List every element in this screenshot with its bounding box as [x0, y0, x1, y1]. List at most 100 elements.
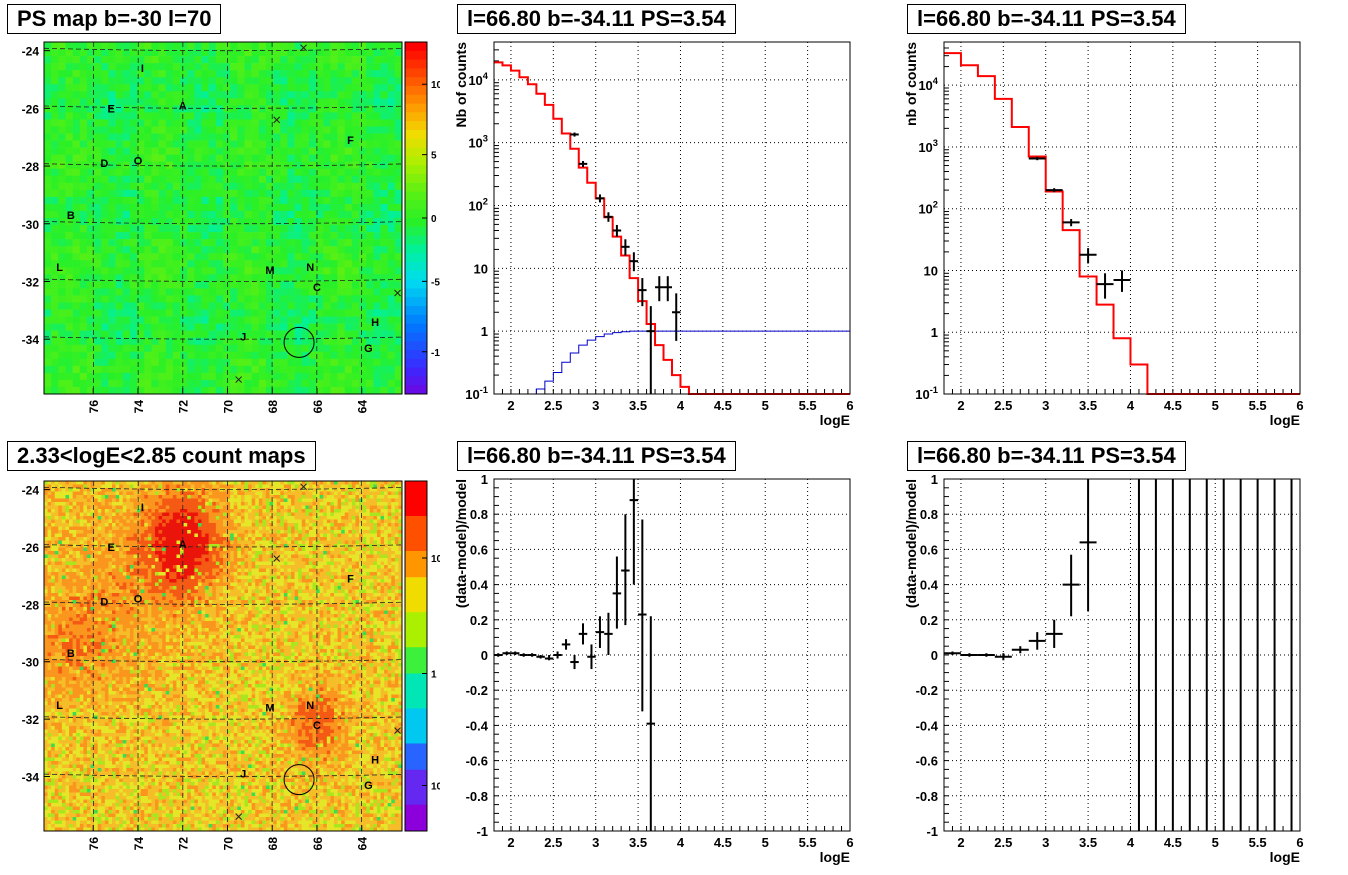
- x-tick-label: 2: [957, 835, 964, 850]
- colorbar-segment: [405, 787, 427, 797]
- x-marker: [394, 289, 401, 297]
- colorbar-tick-label: 0: [431, 214, 437, 225]
- colorbar-segment: [405, 200, 427, 210]
- colorbar-segment: [405, 778, 427, 788]
- map-grid-latitude: [43, 773, 403, 777]
- map-grid-latitude: [43, 163, 403, 167]
- colorbar-segment: [405, 594, 427, 604]
- x-tick-label: 5: [762, 398, 769, 413]
- colorbar-segment: [405, 656, 427, 666]
- y-tick-label: 0: [931, 648, 938, 663]
- colorbar-segment: [405, 769, 427, 779]
- colorbar-segment: [405, 507, 427, 517]
- source-label: J: [240, 331, 246, 343]
- colorbar-segment: [405, 341, 427, 351]
- colorbar-segment: [405, 647, 427, 657]
- source-label: F: [347, 135, 354, 147]
- colorbar-segment: [405, 279, 427, 289]
- source-label: A: [179, 100, 187, 112]
- map-grid-latitude: [43, 716, 403, 720]
- map-grid-latitude: [43, 336, 403, 340]
- map-grid-latitude: [43, 221, 403, 225]
- x-tick-label: 6: [846, 835, 853, 850]
- y-tick-label: -1: [476, 824, 488, 839]
- x-tick-label: 2.5: [544, 835, 562, 850]
- colorbar-segment: [405, 761, 427, 771]
- spectrum-a-chart: 2 2.5 3 3.5 4 4.5 5 5.5 6 10-1 1 10 102 103 104 logE Nb …: [453, 41, 854, 428]
- colorbar: [405, 481, 427, 832]
- colorbar-segment: [405, 489, 427, 499]
- colorbar-segment: [405, 533, 427, 543]
- x-tick-label: 70: [221, 837, 235, 851]
- x-tick-label: 2: [507, 835, 514, 850]
- y-tick-label: -26: [22, 541, 40, 555]
- colorbar-segment: [405, 726, 427, 736]
- candidate-circle: [283, 326, 315, 358]
- x-tick-label: 4: [1127, 835, 1135, 850]
- map-grid-latitude: [43, 659, 403, 663]
- x-tick-label: 76: [87, 837, 101, 851]
- y-tick-label: -1: [926, 824, 938, 839]
- map-grid-latitude: [43, 601, 403, 605]
- x-tick-label: 6: [846, 398, 853, 413]
- source-label: C: [313, 720, 321, 732]
- colorbar-tick-label: 5: [431, 151, 437, 162]
- y-tick-label: 0.4: [470, 578, 489, 593]
- x-tick-label: 2.5: [994, 835, 1012, 850]
- colorbar-segment: [405, 673, 427, 683]
- colorbar-segment: [405, 270, 427, 281]
- colorbar-segment: [405, 244, 427, 254]
- colorbar-segment: [405, 699, 427, 709]
- colorbar-segment: [405, 481, 427, 491]
- y-tick-label: -30: [22, 656, 40, 670]
- y-tick-label: 1: [931, 472, 938, 487]
- map-frame: [43, 480, 403, 832]
- colorbar-segment: [405, 621, 427, 631]
- colorbar-segment: [405, 708, 427, 718]
- y-tick-label: -0.8: [916, 789, 938, 804]
- y-tick-label: -0.4: [916, 718, 939, 733]
- colorbar-segment: [405, 516, 427, 526]
- colorbar-segment: [405, 498, 427, 508]
- colorbar-segment: [405, 94, 427, 105]
- colorbar-segment: [405, 50, 427, 61]
- map-grid-latitude: [43, 47, 403, 52]
- x-tick-label: 66: [311, 400, 325, 414]
- heatmap-cells: [44, 42, 403, 395]
- colorbar-segment: [405, 147, 427, 157]
- y-tick-label: -28: [22, 598, 40, 612]
- x-tick-label: 5.5: [1249, 398, 1267, 413]
- y-tick-label: 0.8: [920, 507, 938, 522]
- x-tick-label: 4: [677, 835, 685, 850]
- y-tick-label: 0.4: [920, 578, 939, 593]
- colorbar-segment: [405, 288, 427, 298]
- y-tick-label: -0.8: [466, 789, 488, 804]
- x-tick-label: 74: [132, 837, 146, 851]
- y-tick-label: -0.6: [466, 754, 488, 769]
- source-label: M: [265, 703, 274, 715]
- x-axis-label: logE: [820, 849, 850, 865]
- x-tick-label: 3.5: [629, 835, 647, 850]
- colorbar-segment: [405, 297, 427, 307]
- colorbar-segment: [405, 323, 427, 333]
- residual-a-title: l=66.80 b=-34.11 PS=3.54: [457, 441, 736, 471]
- colorbar-segment: [405, 568, 427, 578]
- colorbar-segment: [405, 376, 427, 386]
- x-tick-label: 68: [266, 837, 280, 851]
- count-map-title: 2.33<logE<2.85 count maps: [7, 441, 316, 471]
- x-tick-label: 5.5: [1249, 835, 1267, 850]
- colorbar-segment: [405, 121, 427, 131]
- x-tick-label: 70: [221, 400, 235, 414]
- x-marker: [394, 727, 401, 734]
- colorbar-segment: [405, 524, 427, 534]
- colorbar-segment: [405, 306, 427, 316]
- colorbar-segment: [405, 691, 427, 701]
- residual-a-chart: 2 2.5 3 3.5 4 4.5 5 5.5 6 -1 -0.8 -0.6 -0.4 -0.2 0 0.2 0…: [453, 472, 854, 865]
- x-tick-label: 2.5: [544, 398, 562, 413]
- source-label: I: [141, 63, 144, 75]
- source-label: N: [306, 262, 314, 274]
- x-tick-label: 5.5: [799, 835, 817, 850]
- plot-area: [494, 479, 850, 831]
- colorbar-segment: [405, 226, 427, 237]
- y-tick-label: 1: [931, 325, 938, 340]
